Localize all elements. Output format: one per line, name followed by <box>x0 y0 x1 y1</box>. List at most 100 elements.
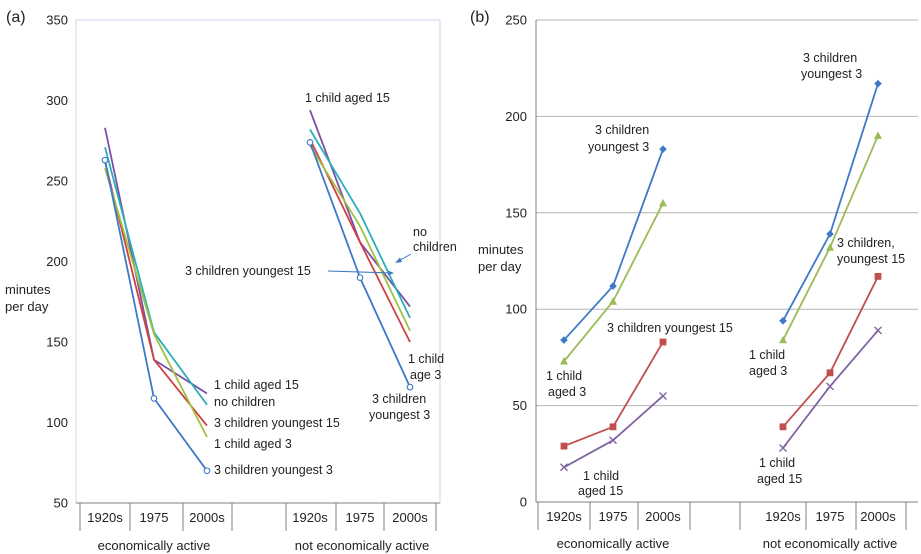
marker-b-0-1-1 <box>826 230 834 238</box>
marker-b-0-1-0 <box>779 316 787 325</box>
plot-frame-b <box>535 19 918 503</box>
annot-b-g0-child15-l1: 1 child <box>583 469 619 483</box>
marker-b-2-1-2 <box>874 273 882 280</box>
xtick-b-0-0: 1920s <box>546 509 582 524</box>
xtick-a-1-2: 2000s <box>392 510 428 525</box>
annot-b-g1-child15-l1: 1 child <box>759 456 795 470</box>
series-line-a-3-0 <box>104 167 208 438</box>
marker-b-1-0-2 <box>659 198 667 207</box>
annot-a-g1-youngest3-l2: youngest 3 <box>369 408 430 422</box>
plot-frame-a <box>75 19 441 504</box>
annot-b-g1-youngest15-l2: youngest 15 <box>837 252 905 266</box>
marker-a-4-0-2 <box>203 467 211 475</box>
marker-b-2-1-1 <box>826 369 834 377</box>
leader-a-youngest15-head <box>388 270 394 276</box>
marker-b-1-0-1 <box>609 297 617 305</box>
marker-b-3-1-0 <box>779 444 787 453</box>
annot-b-g1-child15-l2: aged 15 <box>757 472 802 486</box>
xtick-a-0-2: 2000s <box>189 510 225 525</box>
annot-a-g0-youngest3: 3 children youngest 3 <box>214 463 333 477</box>
ytick-a-5: 300 <box>46 93 68 108</box>
annot-a-g0-youngest15: 3 children youngest 15 <box>214 416 340 430</box>
marker-b-2-1-0 <box>779 423 787 431</box>
xtick-a-0-1: 1975 <box>140 510 169 525</box>
marker-b-1-1-2 <box>874 131 882 139</box>
ylabel-a-line2: per day <box>5 299 49 314</box>
xtick-b-1-1: 1975 <box>816 509 845 524</box>
marker-b-0-0-0 <box>560 336 568 344</box>
series-line-a-0-0 <box>104 127 208 395</box>
xtick-b-1-0: 1920s <box>765 509 801 524</box>
series-line-a-3-1 <box>309 145 411 332</box>
marker-b-1-1-0 <box>779 335 787 344</box>
ytick-b-2: 100 <box>505 302 527 317</box>
annot-a-g1-child3-l1: 1 child <box>408 352 444 366</box>
xtick-a-0-0: 1920s <box>87 510 123 525</box>
ytick-b-3: 150 <box>505 205 527 220</box>
ytick-a-4: 250 <box>46 174 68 189</box>
group-label-a-0: economically active <box>98 538 211 553</box>
series-line-b-3-0 <box>563 395 664 469</box>
ytick-a-6: 350 <box>46 13 68 28</box>
ytick-b-5: 250 <box>505 13 527 28</box>
annot-b-g0-youngest15: 3 children youngest 15 <box>607 321 733 335</box>
marker-b-3-0-2 <box>659 391 667 400</box>
annot-a-g1-youngest15: 3 children youngest 15 <box>185 264 311 278</box>
series-line-b-0-1 <box>782 83 879 322</box>
series-line-a-4-1 <box>309 142 411 388</box>
marker-a-4-1-1 <box>356 274 364 281</box>
marker-a-4-0-0 <box>101 156 109 164</box>
ytick-a-0: 50 <box>54 496 68 511</box>
group-label-a-1: not economically active <box>295 538 429 553</box>
marker-b-3-0-0 <box>560 463 568 472</box>
annot-b-g0-child3-l2: aged 3 <box>548 385 586 399</box>
marker-b-3-1-1 <box>826 382 834 391</box>
annot-b-g1-youngest15-l1: 3 children, <box>837 236 895 250</box>
ylabel-a-line1: minutes <box>5 282 51 297</box>
ytick-b-4: 200 <box>505 109 527 124</box>
panel-label-b: (b) <box>470 9 490 26</box>
marker-b-0-1-2 <box>874 79 882 88</box>
annot-a-g1-child15: 1 child aged 15 <box>305 91 390 105</box>
chart-a: (a) minutes per day economically active … <box>5 9 457 553</box>
annot-b-g1-child3-l1: 1 child <box>749 348 785 362</box>
panel-label-a: (a) <box>6 9 26 26</box>
xtick-b-1-2: 2000s <box>860 509 896 524</box>
ytick-a-3: 200 <box>46 254 68 269</box>
xtick-b-0-2: 2000s <box>645 509 681 524</box>
series-line-b-0-0 <box>563 148 664 341</box>
marker-b-0-0-2 <box>659 145 667 153</box>
annot-a-g1-youngest3-l1: 3 children <box>372 392 426 406</box>
annot-b-g0-youngest3-l2: youngest 3 <box>588 140 649 154</box>
xtick-a-1-1: 1975 <box>346 510 375 525</box>
annot-b-g0-child3-l1: 1 child <box>546 369 582 383</box>
series-line-b-3-1 <box>782 329 879 449</box>
marker-a-4-0-1 <box>150 395 158 402</box>
marker-b-1-1-1 <box>826 243 834 251</box>
marker-b-1-0-0 <box>560 357 568 365</box>
series-line-a-1-1 <box>309 129 411 319</box>
annot-b-g1-youngest3-l2: youngest 3 <box>801 67 862 81</box>
annot-a-g1-no: no <box>413 225 427 239</box>
annot-b-g1-youngest3-l1: 3 children <box>803 51 857 65</box>
marker-b-0-0-1 <box>609 282 617 290</box>
xtick-a-1-0: 1920s <box>292 510 328 525</box>
annot-a-g1-child3-l2: age 3 <box>410 368 441 382</box>
marker-a-4-1-0 <box>306 139 314 146</box>
ytick-a-2: 150 <box>46 335 68 350</box>
ylabel-b-line2: per day <box>478 259 522 274</box>
leader-a-youngest15 <box>327 270 393 274</box>
annot-a-g0-child3: 1 child aged 3 <box>214 437 292 451</box>
ytick-b-0: 0 <box>520 495 527 510</box>
leader-a-nochildren-head <box>395 257 402 263</box>
annot-b-g0-child15-l2: aged 15 <box>578 484 623 498</box>
annot-a-g1-children: children <box>413 240 457 254</box>
marker-a-4-1-2 <box>406 383 414 391</box>
marker-b-2-0-2 <box>659 338 667 346</box>
marker-b-3-1-2 <box>874 326 882 335</box>
annot-a-g0-child15: 1 child aged 15 <box>214 378 299 392</box>
group-label-b-1: not economically active <box>763 536 897 551</box>
marker-b-2-0-0 <box>560 442 568 450</box>
annot-a-g0-nochildren: no children <box>214 395 275 409</box>
